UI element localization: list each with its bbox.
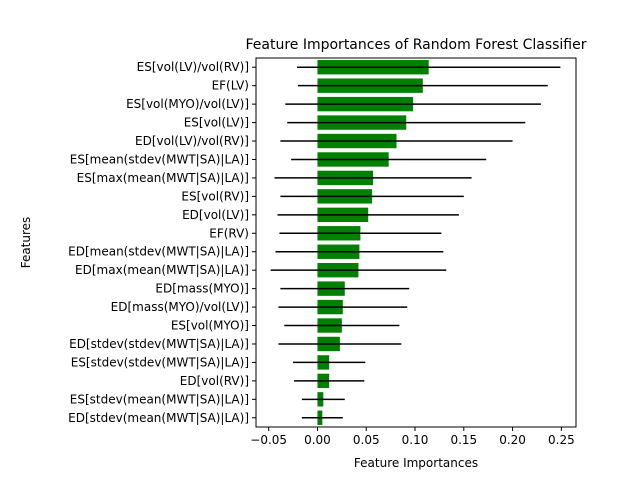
x-tick-label: 0.25 bbox=[548, 433, 575, 447]
y-tick-label: ED[vol(LV)/vol(RV)] bbox=[135, 134, 249, 148]
y-tick-label: ED[max(mean(MWT|SA)|LA)] bbox=[75, 263, 249, 277]
y-tick-label: EF(RV) bbox=[209, 226, 249, 240]
y-tick-label: ES[mean(stdev(MWT|SA)|LA)] bbox=[70, 152, 249, 166]
y-tick-label: ED[mean(stdev(MWT|SA)|LA)] bbox=[68, 245, 249, 259]
y-tick-label: ES[vol(MYO)] bbox=[171, 319, 249, 333]
y-tick-label: ED[vol(LV)] bbox=[182, 208, 249, 222]
y-tick-label: ED[stdev(stdev(MWT|SA)|LA)] bbox=[69, 337, 249, 351]
x-tick-label: 0.20 bbox=[499, 433, 526, 447]
x-tick-label: −0.05 bbox=[250, 433, 287, 447]
y-axis-label: Features bbox=[19, 217, 33, 269]
x-tick-label: 0.05 bbox=[353, 433, 380, 447]
y-tick-label: ES[vol(LV)/vol(RV)] bbox=[137, 60, 249, 74]
y-axis: ES[vol(LV)/vol(RV)] EF(LV) ES[vol(MYO)/vol… bbox=[68, 60, 256, 425]
y-tick-label: EF(LV) bbox=[212, 79, 249, 93]
y-tick-label: ES[stdev(stdev(MWT|SA)|LA)] bbox=[71, 355, 249, 369]
y-tick-label: ED[mass(MYO)] bbox=[155, 282, 249, 296]
y-tick-label: ED[stdev(mean(MWT|SA)|LA)] bbox=[68, 411, 249, 425]
y-tick-label: ED[mass(MYO)/vol(LV)] bbox=[111, 300, 249, 314]
x-tick-label: 0.10 bbox=[402, 433, 429, 447]
y-tick-label: ES[stdev(mean(MWT|SA)|LA)] bbox=[70, 392, 249, 406]
chart-title: Feature Importances of Random Forest Cla… bbox=[245, 37, 586, 53]
x-tick-label: 0.15 bbox=[450, 433, 477, 447]
axes-frame bbox=[255, 57, 577, 428]
y-tick-label: ES[vol(LV)] bbox=[184, 116, 249, 130]
y-tick-label: ED[vol(RV)] bbox=[180, 374, 249, 388]
y-tick-label: ES[vol(MYO)/vol(LV)] bbox=[126, 97, 249, 111]
plot-area bbox=[270, 60, 561, 425]
y-tick-label: ES[max(mean(MWT|SA)|LA)] bbox=[77, 171, 249, 185]
x-axis-label: Feature Importances bbox=[354, 456, 478, 470]
x-tick-label: 0.00 bbox=[304, 433, 331, 447]
y-tick-label: ES[vol(RV)] bbox=[181, 189, 249, 203]
x-axis: −0.05 0.00 0.05 0.10 0.15 0.20 0.25 bbox=[250, 427, 575, 447]
